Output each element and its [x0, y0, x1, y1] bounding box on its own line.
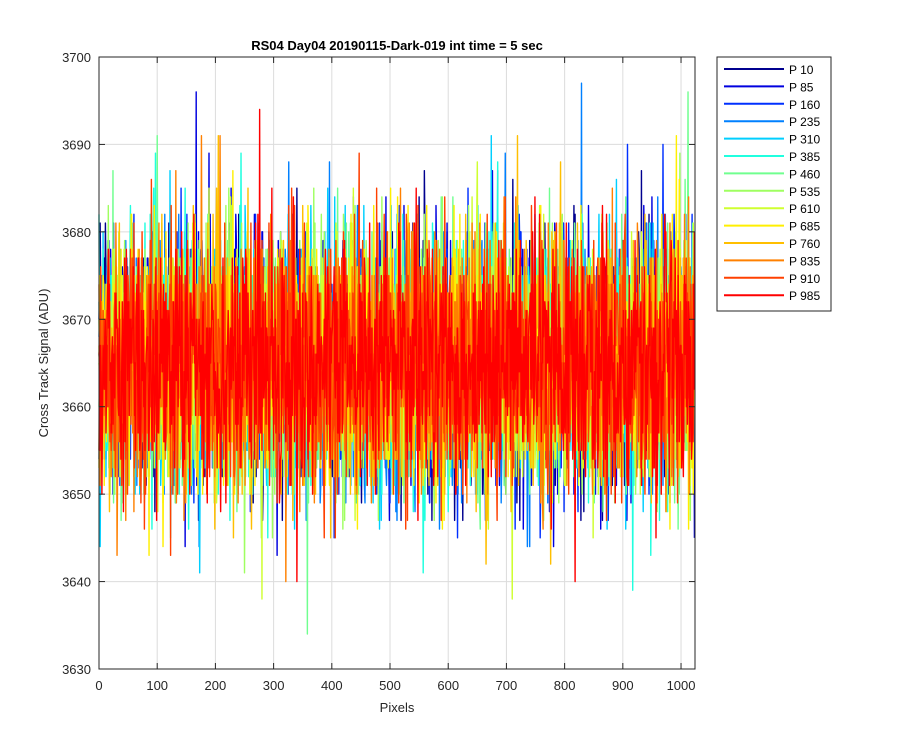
x-tick-label: 1000: [667, 678, 696, 693]
legend-label: P 535: [789, 185, 820, 199]
x-tick-label: 0: [95, 678, 102, 693]
x-tick-label: 500: [379, 678, 401, 693]
y-tick-label: 3630: [62, 662, 91, 677]
y-tick-label: 3640: [62, 575, 91, 590]
legend: P 10 P 85 P 160 P 235 P 310 P 385 P 460 P 535 P …: [716, 56, 832, 312]
legend-label: P 310: [789, 133, 820, 147]
legend-label: P 610: [789, 202, 820, 216]
plot-area: 0 100 200 300 400 500 600 700 800 900 1000 3630 3640…: [62, 50, 696, 693]
legend-label: P 235: [789, 115, 820, 129]
x-tick-label: 700: [496, 678, 518, 693]
axis-ticks: 0 100 200 300 400 500 600 700 800 900 1000 3630 3640…: [62, 50, 695, 693]
axes-frame: [98, 56, 696, 670]
x-tick-label: 400: [321, 678, 343, 693]
series-line-p-985: [98, 108, 696, 583]
x-axis-label: Pixels: [380, 700, 415, 715]
y-tick-label: 3690: [62, 137, 91, 152]
x-tick-label: 800: [554, 678, 576, 693]
y-tick-label: 3670: [62, 312, 91, 327]
legend-label: P 760: [789, 237, 820, 251]
legend-label: P 85: [789, 80, 814, 94]
y-axis-label: Cross Track Signal (ADU): [36, 289, 51, 438]
series-lines: [98, 82, 696, 635]
x-tick-label: 100: [146, 678, 168, 693]
legend-label: P 10: [789, 63, 814, 77]
x-tick-label: 300: [263, 678, 285, 693]
chart-title: RS04 Day04 20190115-Dark-019 int time = …: [251, 38, 543, 53]
x-tick-label: 200: [205, 678, 227, 693]
y-tick-label: 3660: [62, 400, 91, 415]
legend-label: P 910: [789, 272, 820, 286]
legend-label: P 985: [789, 289, 820, 303]
legend-label: P 835: [789, 254, 820, 268]
legend-label: P 685: [789, 220, 820, 234]
y-tick-label: 3650: [62, 487, 91, 502]
legend-box: [716, 56, 832, 312]
legend-label: P 460: [789, 167, 820, 181]
x-tick-label: 900: [612, 678, 634, 693]
y-tick-label: 3680: [62, 225, 91, 240]
y-tick-label: 3700: [62, 50, 91, 65]
legend-label: P 385: [789, 150, 820, 164]
legend-label: P 160: [789, 98, 820, 112]
x-tick-label: 600: [437, 678, 459, 693]
